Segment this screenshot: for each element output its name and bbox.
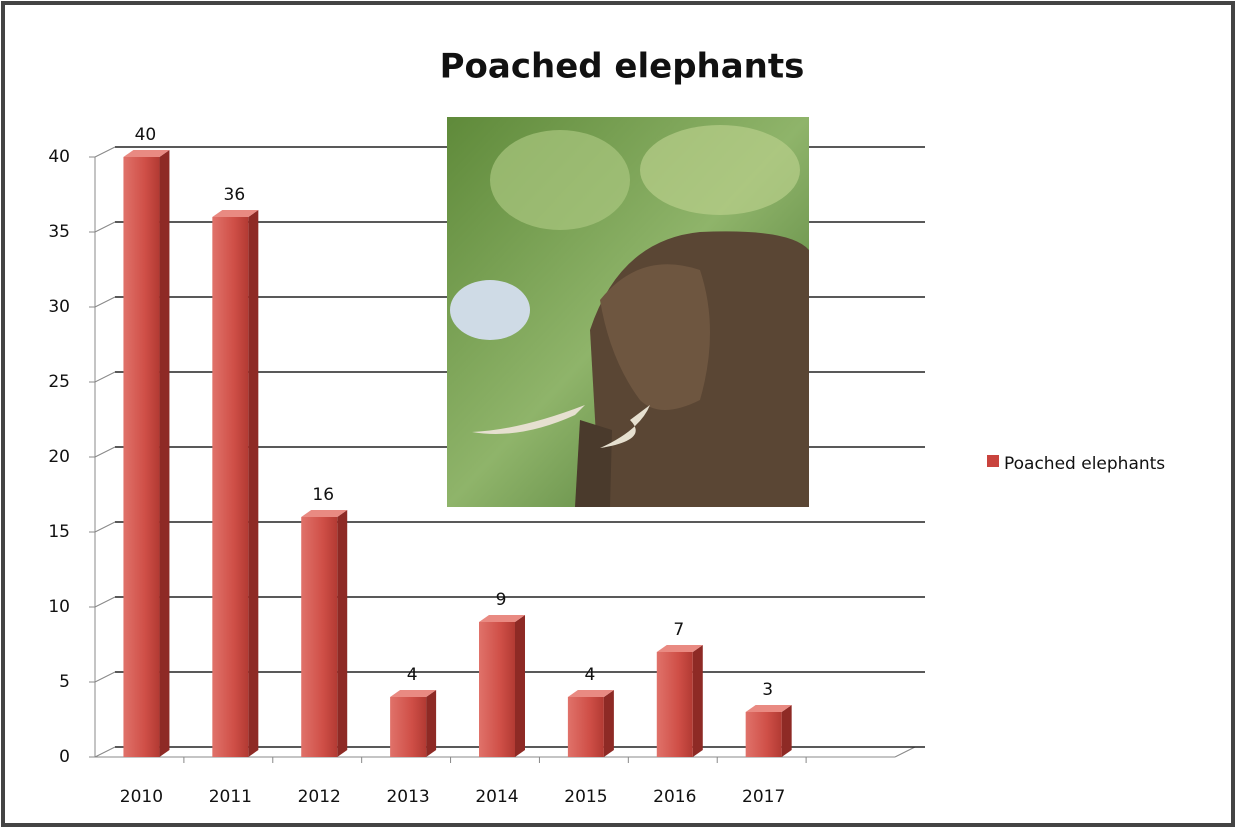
bar <box>567 690 614 757</box>
bar <box>390 690 437 757</box>
y-tick-label: 25 <box>48 372 70 392</box>
grid-diagonal <box>94 596 116 608</box>
x-tick-label: 2017 <box>742 787 785 807</box>
y-tick-label: 40 <box>48 147 70 167</box>
data-label: 36 <box>224 185 246 205</box>
bar <box>745 705 792 757</box>
grid-diagonal <box>94 146 116 158</box>
x-tick-label: 2014 <box>475 787 518 807</box>
bar-top <box>479 615 525 622</box>
data-label: 4 <box>584 665 595 685</box>
bar <box>212 210 259 757</box>
bar-front <box>212 217 249 757</box>
y-tick-label: 10 <box>48 597 70 617</box>
grid-diagonal <box>94 746 116 758</box>
data-label: 16 <box>312 485 334 505</box>
chart-title: Poached elephants <box>440 47 805 87</box>
data-label: 3 <box>762 680 773 700</box>
grid-diagonal <box>94 296 116 308</box>
x-tick-label: 2013 <box>386 787 429 807</box>
bar <box>479 615 525 757</box>
grid-diagonal <box>94 671 116 683</box>
bar <box>656 645 703 757</box>
grid-diagonal <box>94 371 116 383</box>
bar-side <box>426 690 437 757</box>
bar-top <box>301 510 348 517</box>
x-tick-label: 2011 <box>209 787 252 807</box>
x-tick-label: 2010 <box>120 787 163 807</box>
data-label: 9 <box>496 590 507 610</box>
bar-side <box>692 645 703 757</box>
bar-top <box>656 645 703 652</box>
bar-top <box>390 690 437 697</box>
bar-side <box>159 150 170 757</box>
bar-side <box>603 690 614 757</box>
legend-label: Poached elephants <box>1004 454 1165 474</box>
x-tick-label: 2015 <box>564 787 607 807</box>
bar-front <box>479 622 515 757</box>
bar-top <box>123 150 170 157</box>
data-label: 4 <box>407 665 418 685</box>
bar <box>123 150 170 757</box>
bar-top <box>212 210 259 217</box>
bar-side <box>337 510 348 757</box>
grid-diagonal <box>94 446 116 458</box>
bar-top <box>567 690 614 697</box>
y-tick-label: 5 <box>59 672 70 692</box>
bar-top <box>745 705 792 712</box>
y-tick-label: 30 <box>48 297 70 317</box>
bar-side <box>515 615 525 757</box>
data-label: 40 <box>135 125 157 145</box>
x-tick-label: 2016 <box>653 787 696 807</box>
grid-diagonal <box>94 521 116 533</box>
bar-front <box>745 712 782 757</box>
photo <box>447 117 809 507</box>
bar <box>301 510 348 757</box>
legend-swatch <box>987 455 999 467</box>
bars: 40 36 16 4 9 4 7 3 <box>123 125 792 757</box>
y-tick-label: 35 <box>48 222 70 242</box>
bar-front <box>390 697 427 757</box>
grid-diagonal <box>94 221 116 233</box>
bar-front <box>301 517 338 757</box>
bar-side <box>248 210 259 757</box>
y-tick-label: 0 <box>59 747 70 767</box>
x-tick-label: 2012 <box>298 787 341 807</box>
bar-front <box>123 157 160 757</box>
floor-edge <box>894 746 916 758</box>
bar-front <box>656 652 693 757</box>
bar-front <box>567 697 604 757</box>
y-tick-label: 20 <box>48 447 70 467</box>
y-tick-label: 15 <box>48 522 70 542</box>
bar-side <box>781 705 792 757</box>
data-label: 7 <box>673 620 684 640</box>
